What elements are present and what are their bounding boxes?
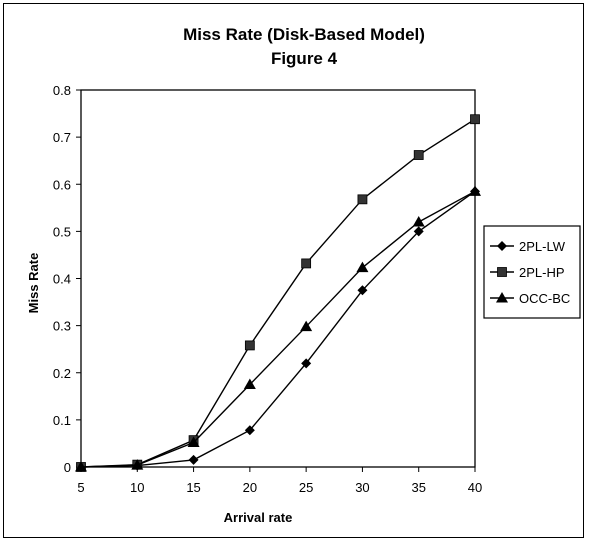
x-tick-label: 10 xyxy=(130,480,144,495)
chart-frame xyxy=(3,3,584,538)
y-tick-label: 0.5 xyxy=(53,224,71,239)
data-point-occ-bc xyxy=(469,185,481,196)
y-axis-label: Miss Rate xyxy=(26,253,41,314)
data-point-2pl-lw xyxy=(357,285,368,296)
data-point-2pl-hp xyxy=(470,114,480,125)
data-point-2pl-hp xyxy=(244,340,255,351)
chart-subtitle: Figure 4 xyxy=(271,49,338,68)
legend-item-occ-bc: OCC-BC xyxy=(490,291,570,306)
legend-item-2pl-hp: 2PL-HP xyxy=(490,265,565,280)
series-line-occ-bc xyxy=(80,190,476,468)
data-point-2pl-lw xyxy=(188,454,199,465)
y-tick-label: 0.4 xyxy=(53,272,71,287)
legend-label: 2PL-LW xyxy=(519,239,566,254)
y-tick-label: 0.6 xyxy=(53,177,71,192)
legend: 2PL-LW 2PL-HP OCC-BC xyxy=(483,225,581,319)
data-point-occ-bc xyxy=(75,461,87,472)
data-point-occ-bc xyxy=(300,320,313,332)
y-tick-label: 0.3 xyxy=(53,319,71,334)
x-tick-label: 25 xyxy=(299,480,313,495)
series-occ-bc xyxy=(75,185,481,472)
x-tick-label: 5 xyxy=(77,480,84,495)
legend-item-2pl-lw: 2PL-LW xyxy=(490,239,566,254)
y-tick-label: 0 xyxy=(64,460,71,475)
series-layer xyxy=(75,114,481,472)
legend-marker xyxy=(497,267,507,277)
y-tick-label: 0.8 xyxy=(53,83,71,98)
data-point-occ-bc xyxy=(412,215,425,227)
legend-label: 2PL-HP xyxy=(519,265,565,280)
series-line-2pl-lw xyxy=(80,190,476,468)
data-point-2pl-hp xyxy=(357,194,368,205)
legend-label: OCC-BC xyxy=(519,291,570,306)
x-tick-label: 40 xyxy=(468,480,482,495)
legend-marker xyxy=(497,241,507,251)
y-tick-label: 0.7 xyxy=(53,130,71,145)
data-point-occ-bc xyxy=(131,459,144,470)
data-point-2pl-lw xyxy=(244,425,255,436)
data-point-2pl-hp xyxy=(301,258,312,269)
chart-title: Miss Rate (Disk-Based Model) xyxy=(183,25,425,44)
y-tick-label: 0.1 xyxy=(53,413,71,428)
x-axis-label: Arrival rate xyxy=(224,510,293,525)
x-tick-label: 15 xyxy=(186,480,200,495)
data-point-2pl-hp xyxy=(413,150,424,160)
x-tick-label: 30 xyxy=(355,480,369,495)
series-line-2pl-hp xyxy=(80,118,476,468)
data-point-occ-bc xyxy=(187,436,200,447)
data-point-2pl-lw xyxy=(413,226,424,237)
data-point-2pl-lw xyxy=(301,358,312,369)
x-tick-label: 35 xyxy=(411,480,425,495)
plot-area xyxy=(80,89,476,468)
x-tick-label: 20 xyxy=(243,480,257,495)
y-tick-label: 0.2 xyxy=(53,366,71,381)
plot-border xyxy=(80,89,476,468)
data-point-occ-bc xyxy=(356,261,369,273)
y-axis-ticks: 0 0.1 0.2 0.3 0.4 0.5 0.6 0.7 0.8 xyxy=(53,83,81,475)
data-point-occ-bc xyxy=(243,378,256,390)
x-axis-ticks: 5 10 15 20 25 30 35 40 xyxy=(77,467,482,495)
legend-marker xyxy=(496,292,508,303)
